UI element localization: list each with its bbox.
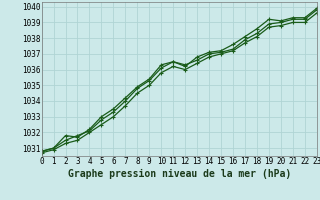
X-axis label: Graphe pression niveau de la mer (hPa): Graphe pression niveau de la mer (hPa)	[68, 169, 291, 179]
